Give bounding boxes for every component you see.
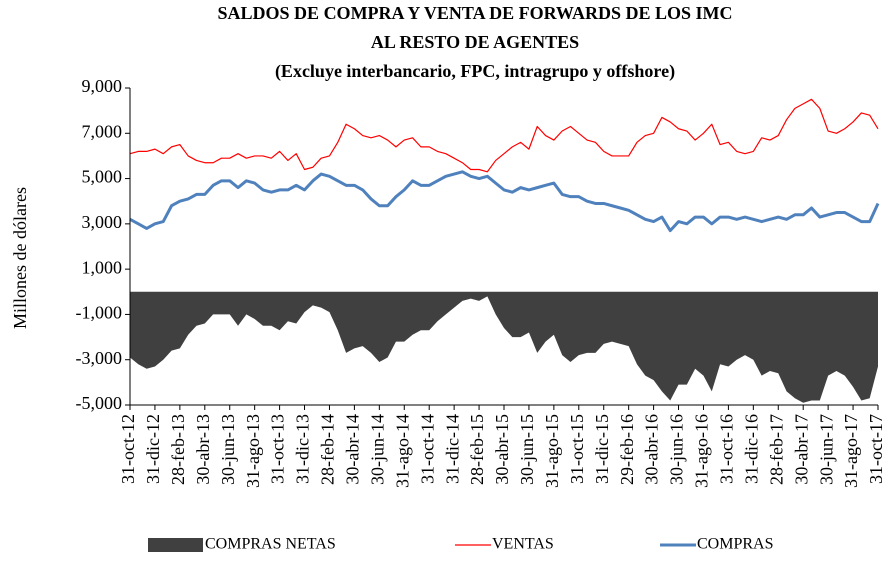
x-tick-label: 31-dic-14 [442, 414, 462, 484]
x-tick-label: 31-dic-15 [592, 414, 612, 484]
x-tick-label: 30-jun-13 [218, 414, 238, 485]
chart-title: SALDOS DE COMPRA Y VENTA DE FORWARDS DE … [218, 3, 733, 23]
y-axis-label: Millones de dólares [10, 187, 30, 329]
x-tick-label: 30-jun-16 [667, 414, 687, 485]
legend-label: COMPRAS NETAS [205, 536, 336, 553]
x-tick-label: 31-oct-16 [717, 414, 737, 484]
y-tick-label: 1,000 [82, 257, 123, 277]
y-tick-label: 9,000 [82, 76, 123, 96]
x-tick-label: 31-ago-14 [392, 414, 412, 488]
y-tick-label: 3,000 [82, 212, 123, 232]
y-tick-label: -5,000 [76, 393, 123, 413]
y-tick-label: -1,000 [76, 303, 123, 323]
chart-title: AL RESTO DE AGENTES [371, 32, 579, 52]
area [130, 291, 878, 403]
x-tick-label: 31-ago-17 [841, 414, 861, 488]
y-tick-label: 7,000 [82, 121, 123, 141]
x-tick-label: 28-feb-14 [318, 414, 338, 485]
x-tick-label: 31-oct-14 [417, 414, 437, 484]
x-tick-label: 30-jun-14 [367, 414, 387, 485]
x-tick-label: 28-feb-15 [467, 414, 487, 485]
x-tick-label: 31-oct-12 [118, 414, 138, 484]
x-tick-label: 31-dic-13 [293, 414, 313, 484]
x-tick-label: 30-jun-15 [517, 414, 537, 485]
x-tick-label: 31-ago-16 [692, 414, 712, 488]
x-tick-label: 30-abr-15 [492, 414, 512, 485]
legend-label: COMPRAS [697, 536, 773, 553]
x-tick-label: 31-dic-12 [143, 414, 163, 484]
legend-label: VENTAS [492, 536, 554, 553]
x-tick-label: 31-ago-13 [243, 414, 263, 488]
x-tick-label: 28-feb-17 [766, 414, 786, 485]
x-tick-label: 31-oct-17 [866, 414, 886, 484]
y-tick-label: 5,000 [82, 167, 123, 187]
line [129, 170, 880, 233]
x-tick-label: 31-oct-13 [268, 414, 288, 484]
x-tick-label: 30-abr-13 [193, 414, 213, 485]
x-tick-label: 30-abr-17 [791, 414, 811, 485]
x-tick-label: 29-feb-16 [617, 414, 637, 485]
x-tick-label: 30-abr-16 [642, 414, 662, 485]
x-tick-label: 30-jun-17 [816, 414, 836, 485]
x-tick-label: 31-oct-15 [567, 414, 587, 484]
x-tick-label: 30-abr-14 [343, 414, 363, 485]
x-tick-label: 31-dic-16 [741, 414, 761, 484]
line [129, 98, 879, 173]
x-tick-label: 31-ago-15 [542, 414, 562, 488]
chart-subtitle: (Excluye interbancario, FPC, intragrupo … [275, 61, 675, 82]
y-tick-label: -3,000 [76, 348, 123, 368]
x-tick-label: 28-feb-13 [168, 414, 188, 485]
legend-swatch [148, 538, 203, 552]
